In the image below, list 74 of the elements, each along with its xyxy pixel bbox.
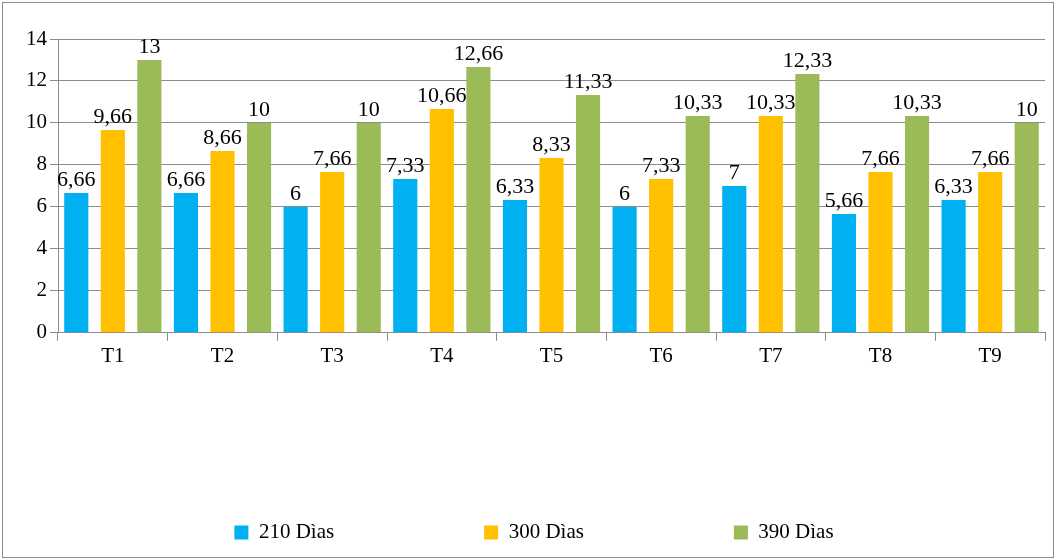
data-label: 7,66 <box>312 144 352 170</box>
x-tick-label: T5 <box>539 342 564 367</box>
data-label: 6,33 <box>934 172 973 198</box>
x-tick-label: T1 <box>101 342 125 367</box>
y-tick-label: 10 <box>26 109 47 134</box>
bar <box>575 95 601 333</box>
legend-label: 210 Dìas <box>258 519 335 544</box>
data-label: 7 <box>728 158 740 184</box>
y-tick-label: 8 <box>36 151 47 176</box>
bar <box>320 172 345 333</box>
x-tick-label: T6 <box>649 342 673 367</box>
data-label: 8,33 <box>532 130 571 156</box>
data-label: 7,66 <box>861 144 900 170</box>
bar <box>466 67 491 333</box>
bar <box>904 116 930 333</box>
data-label: 10 <box>248 95 271 121</box>
y-tick-label: 12 <box>26 67 47 92</box>
bar <box>137 59 162 333</box>
y-tick-label: 6 <box>36 193 47 218</box>
data-label: 12,66 <box>453 39 504 65</box>
bar <box>941 199 966 333</box>
y-tick-label: 2 <box>36 277 47 302</box>
legend-label: 300 Dìas <box>508 519 584 544</box>
data-label: 10 <box>357 95 380 121</box>
bar <box>649 178 674 333</box>
y-tick-label: 0 <box>36 319 47 344</box>
data-label: 10 <box>1015 95 1038 121</box>
x-tick-label: T2 <box>210 342 235 367</box>
bar <box>173 193 199 333</box>
data-label: 7,33 <box>641 151 681 177</box>
bar <box>283 206 308 333</box>
data-label: 8,66 <box>203 123 242 149</box>
x-tick-label: T9 <box>978 342 1002 367</box>
bar <box>356 122 381 333</box>
bar <box>1014 122 1039 333</box>
bar <box>393 178 418 333</box>
bar <box>246 122 272 333</box>
data-label: 5,66 <box>824 186 864 212</box>
bar <box>429 109 454 333</box>
x-tick-label: T8 <box>868 342 893 367</box>
bar <box>210 151 235 333</box>
data-label: 10,33 <box>746 88 796 114</box>
bar <box>64 193 89 333</box>
data-label: 13 <box>138 32 161 58</box>
data-label: 10,33 <box>672 88 723 114</box>
y-tick-label: 4 <box>36 235 48 260</box>
bar <box>502 199 528 333</box>
bar <box>978 172 1003 333</box>
data-label: 12,33 <box>782 46 833 72</box>
data-label: 10,33 <box>892 88 942 114</box>
bar <box>722 185 747 333</box>
data-label: 11,33 <box>563 67 613 93</box>
data-label: 7,33 <box>386 151 425 177</box>
data-label: 9,66 <box>93 102 133 128</box>
data-label: 6,33 <box>495 172 535 198</box>
bar <box>539 157 564 333</box>
bar <box>868 172 893 333</box>
data-label: 10,66 <box>417 81 467 107</box>
data-label: 7,66 <box>970 144 1010 170</box>
bar <box>685 116 710 333</box>
x-tick-label: T4 <box>430 342 454 367</box>
legend-label: 390 Dìas <box>758 519 834 544</box>
bar <box>612 206 637 333</box>
x-tick-label: T3 <box>320 342 344 367</box>
bar <box>100 130 125 333</box>
data-label: 6,66 <box>57 165 96 191</box>
bar <box>758 116 783 333</box>
bar <box>831 214 857 333</box>
data-label: 6,66 <box>166 165 206 191</box>
data-label: 6 <box>290 179 302 205</box>
x-tick-label: T7 <box>759 342 783 367</box>
bar <box>795 74 820 333</box>
data-label: 6 <box>619 179 631 205</box>
y-tick-label: 14 <box>26 25 48 50</box>
